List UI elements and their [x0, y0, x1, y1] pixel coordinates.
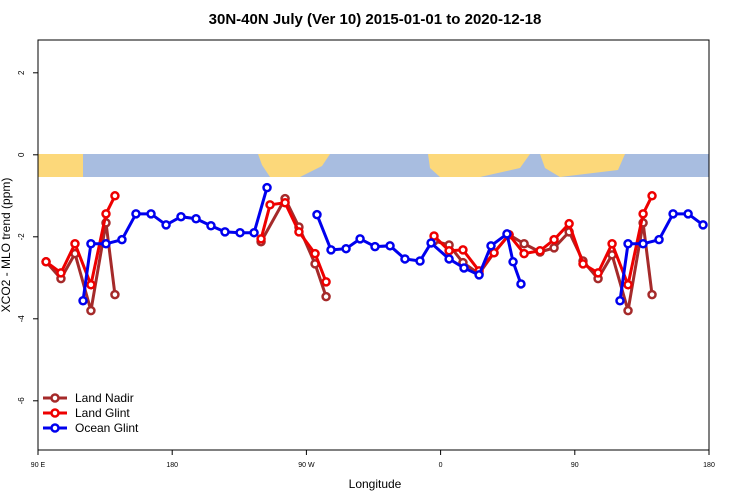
- data-point: [623, 305, 633, 316]
- x-tick-label: 0: [439, 462, 443, 469]
- data-point: [131, 209, 141, 219]
- data-point: [294, 227, 304, 237]
- data-point: [176, 211, 186, 222]
- plot-frame: [37, 39, 710, 451]
- x-tick-label: 180: [166, 462, 178, 469]
- data-point: [86, 305, 96, 316]
- x-tick-label: 180: [703, 462, 715, 469]
- data-point: [101, 239, 111, 249]
- y-tick-label: 0: [17, 152, 26, 157]
- data-point: [549, 234, 559, 245]
- data-point: [638, 209, 648, 219]
- data-point: [70, 239, 80, 249]
- data-point: [486, 241, 496, 251]
- data-point: [101, 209, 111, 219]
- data-point: [110, 289, 120, 300]
- data-point: [549, 243, 559, 253]
- data-point: [280, 198, 290, 208]
- data-point: [256, 234, 266, 244]
- data-point: [615, 296, 625, 306]
- data-point: [321, 291, 331, 302]
- data-point: [474, 270, 484, 280]
- data-point: [698, 220, 708, 230]
- legend-swatch-point: [50, 408, 60, 418]
- data-point: [502, 229, 512, 239]
- y-tick-label: -6: [17, 397, 26, 405]
- data-point: [508, 257, 518, 267]
- data-point: [519, 239, 529, 249]
- data-point: [56, 268, 66, 278]
- data-point: [683, 209, 693, 219]
- map-strip: [38, 154, 709, 177]
- data-point: [385, 241, 395, 251]
- legend-label: Land Nadir: [75, 391, 134, 405]
- chart-title: 30N-40N July (Ver 10) 2015-01-01 to 2020…: [209, 11, 542, 28]
- legend-label: Land Glint: [75, 406, 130, 420]
- data-point: [647, 289, 657, 300]
- data-point: [341, 243, 351, 254]
- data-point: [415, 256, 425, 266]
- data-point: [444, 245, 454, 256]
- data-point: [117, 234, 127, 245]
- data-point: [220, 227, 230, 237]
- y-tick-label: -2: [17, 233, 26, 241]
- data-point: [607, 239, 617, 249]
- data-point: [638, 239, 648, 249]
- data-point: [191, 214, 201, 224]
- data-point: [310, 248, 320, 259]
- data-point: [206, 220, 216, 231]
- legend-swatch-point: [50, 423, 60, 433]
- data-point: [41, 257, 51, 267]
- data-point: [400, 254, 410, 264]
- data-point: [578, 259, 588, 269]
- data-point: [146, 209, 156, 219]
- data-point: [535, 245, 545, 256]
- legend-label: Ocean Glint: [75, 421, 139, 435]
- x-tick-label: 90 W: [298, 462, 315, 469]
- legend-swatch-point: [50, 393, 60, 403]
- data-point: [355, 234, 365, 244]
- data-point: [623, 239, 633, 249]
- x-tick-label: 90: [571, 462, 579, 469]
- x-axis-label: Longitude: [349, 477, 402, 491]
- data-point: [86, 280, 96, 290]
- y-tick-label: -4: [17, 315, 26, 323]
- data-point: [321, 277, 331, 287]
- data-point: [249, 227, 259, 238]
- data-point: [593, 268, 603, 278]
- y-tick-label: 2: [17, 70, 26, 75]
- data-point: [312, 209, 322, 220]
- data-point: [459, 263, 469, 273]
- data-point: [326, 245, 336, 255]
- data-point: [426, 238, 436, 248]
- data-point: [564, 218, 574, 229]
- y-axis-label: XCO2 - MLO trend (ppm): [0, 178, 13, 313]
- data-point: [262, 182, 272, 193]
- data-point: [161, 220, 171, 230]
- data-point: [458, 245, 468, 255]
- data-point: [444, 254, 454, 264]
- data-point: [86, 239, 96, 249]
- data-point: [235, 227, 245, 238]
- data-point: [370, 241, 380, 252]
- data-point: [668, 209, 678, 219]
- data-point: [519, 248, 529, 259]
- data-point: [654, 234, 664, 245]
- data-point: [623, 280, 633, 290]
- data-point: [110, 191, 120, 201]
- x-tick-label: 90 E: [31, 462, 46, 469]
- data-point: [516, 279, 526, 289]
- data-point: [265, 200, 275, 210]
- data-point: [78, 296, 88, 306]
- data-point: [647, 191, 657, 201]
